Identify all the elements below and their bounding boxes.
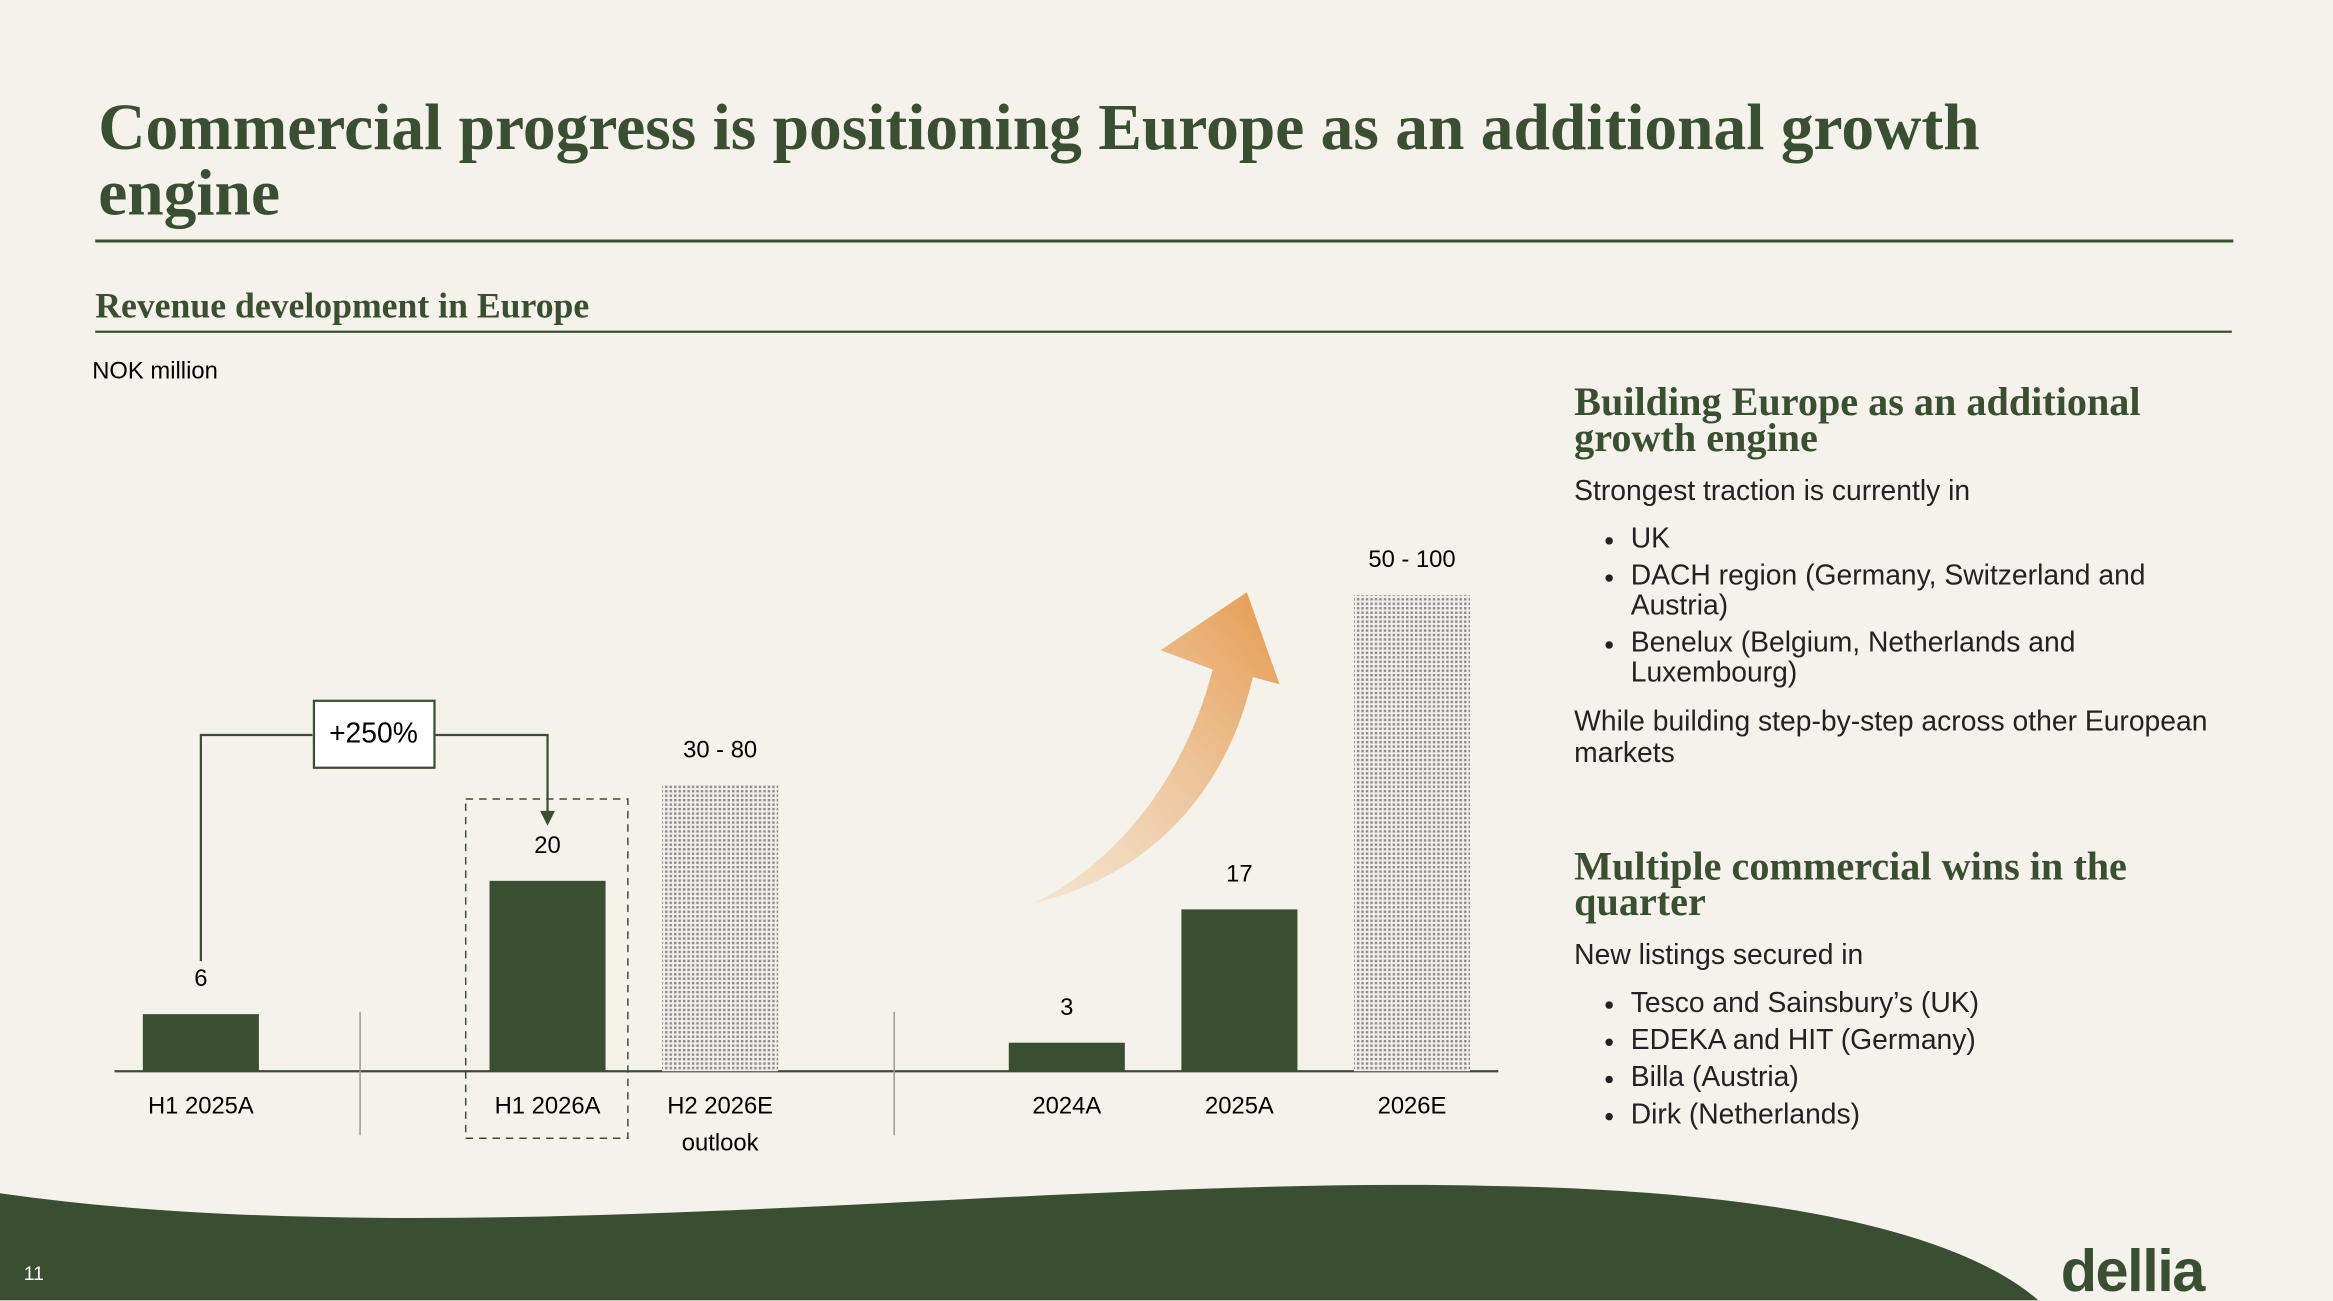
x-tick-label: 2025A <box>1205 1092 1274 1119</box>
value-label: 6 <box>194 965 207 992</box>
panel-heading: Multiple commercial wins in the quarter <box>1574 843 2127 924</box>
page-number: 11 <box>24 1263 44 1285</box>
bar <box>662 785 779 1072</box>
bullet-list: UK DACH region (Germany, Switzerland and … <box>1574 524 2244 689</box>
annotation: +250% <box>329 716 418 748</box>
panel-intro: New listings secured in <box>1574 940 1864 972</box>
x-tick-label: 2026E <box>1378 1092 1447 1119</box>
panel-intro: Strongest traction is currently in <box>1574 476 1971 508</box>
panel: Building Europe as an additional growth … <box>1574 379 2244 787</box>
connector <box>199 733 313 962</box>
x-tick-label: 2024A <box>1032 1092 1101 1119</box>
value-label: 30 - 80 <box>683 737 757 764</box>
x-tick-label: H2 2026E <box>667 1092 773 1119</box>
chart-title: Revenue development in Europe <box>95 286 589 326</box>
bullet: UK <box>1631 524 2244 555</box>
annotation-box <box>312 699 436 769</box>
bullet: Billa (Austria) <box>1631 1063 2244 1094</box>
bullet: Dirk (Netherlands) <box>1631 1100 2244 1131</box>
title-line: Commercial progress is positioning Europ… <box>98 92 1979 164</box>
bar <box>1181 909 1298 1072</box>
value-label: 17 <box>1226 860 1252 887</box>
logo: dellia <box>2061 1237 2207 1301</box>
bullet: Tesco and Sainsbury’s (UK) <box>1631 989 2244 1019</box>
unit-label: NOK million <box>92 357 218 384</box>
panel: Multiple commercial wins in the quarter N… <box>1574 843 2244 1149</box>
x-tick-label: H1 2025A <box>148 1092 254 1119</box>
bar <box>489 880 606 1072</box>
x-tick-label: H1 2026A <box>495 1092 601 1119</box>
value-label: 3 <box>1060 994 1073 1021</box>
bullet: DACH region (Germany, Switzerland and Au… <box>1631 562 2244 622</box>
connector-arrowhead <box>540 810 555 826</box>
panel-outro: While building step-by-step across other… <box>1574 706 2208 770</box>
x-tick-sublabel: outlook <box>682 1129 759 1156</box>
bar <box>142 1014 259 1072</box>
growth-arrow <box>1034 592 1280 904</box>
value-label: 50 - 100 <box>1368 546 1455 573</box>
bullet: EDEKA and HIT (Germany) <box>1631 1026 2244 1057</box>
footer-wave <box>0 1184 2039 1301</box>
panel-heading: Building Europe as an additional growth … <box>1574 379 2141 460</box>
title-line: engine <box>98 157 280 229</box>
bar <box>1008 1042 1125 1072</box>
bullet-list: Tesco and Sainsbury’s (UK) EDEKA and HIT … <box>1574 989 2244 1130</box>
bar <box>1353 595 1471 1072</box>
connector <box>434 733 549 813</box>
bullet: Benelux (Belgium, Netherlands and Luxemb… <box>1631 629 2244 689</box>
value-label: 20 <box>534 832 560 859</box>
